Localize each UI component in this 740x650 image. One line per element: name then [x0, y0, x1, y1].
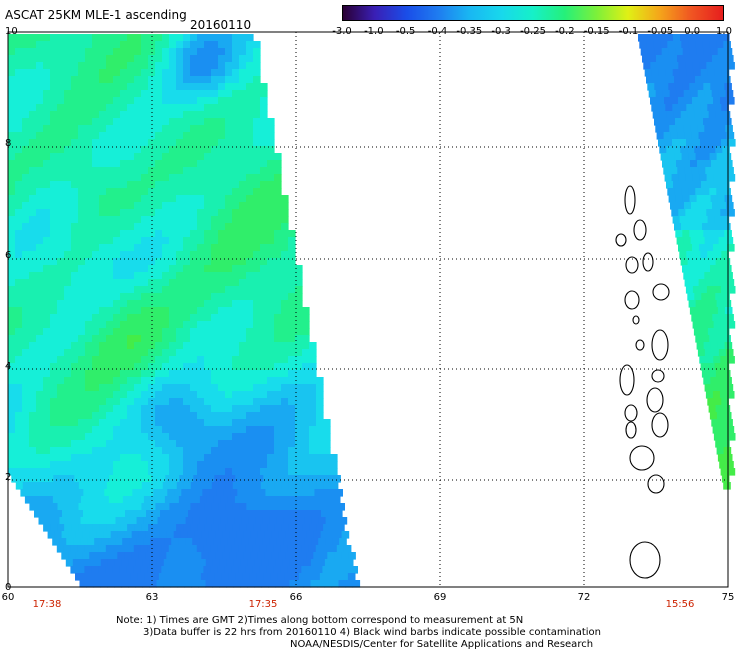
lon-label: 75 [721, 592, 735, 603]
note-line-2: 3)Data buffer is 22 hrs from 20160110 4)… [143, 627, 601, 638]
lat-label: 6 [5, 250, 12, 261]
lon-label: 72 [577, 592, 591, 603]
swath-time-label: 15:56 [665, 599, 695, 610]
lat-label: 8 [5, 138, 12, 149]
lon-label: 69 [433, 592, 447, 603]
lon-label: 60 [1, 592, 15, 603]
plot-frame [7, 31, 729, 588]
lat-label: 2 [5, 472, 12, 483]
map-date: 20160110 [190, 18, 252, 32]
lat-label: 4 [5, 361, 12, 372]
map-title: ASCAT 25KM MLE-1 ascending [5, 8, 187, 22]
lat-label: 0 [5, 582, 12, 593]
note-line-1: Note: 1) Times are GMT 2)Times along bot… [116, 615, 524, 626]
lat-lon-grid [8, 32, 728, 587]
coastlines [615, 185, 670, 579]
lon-label: 66 [289, 592, 303, 603]
colorbar [342, 5, 724, 21]
swath-time-label: 17:38 [32, 599, 62, 610]
lat-label: 10 [5, 26, 18, 37]
data-swaths [8, 34, 736, 588]
lon-label: 63 [145, 592, 159, 603]
swath-time-label: 17:35 [248, 599, 278, 610]
note-line-3: NOAA/NESDIS/Center for Satellite Applica… [290, 639, 594, 650]
